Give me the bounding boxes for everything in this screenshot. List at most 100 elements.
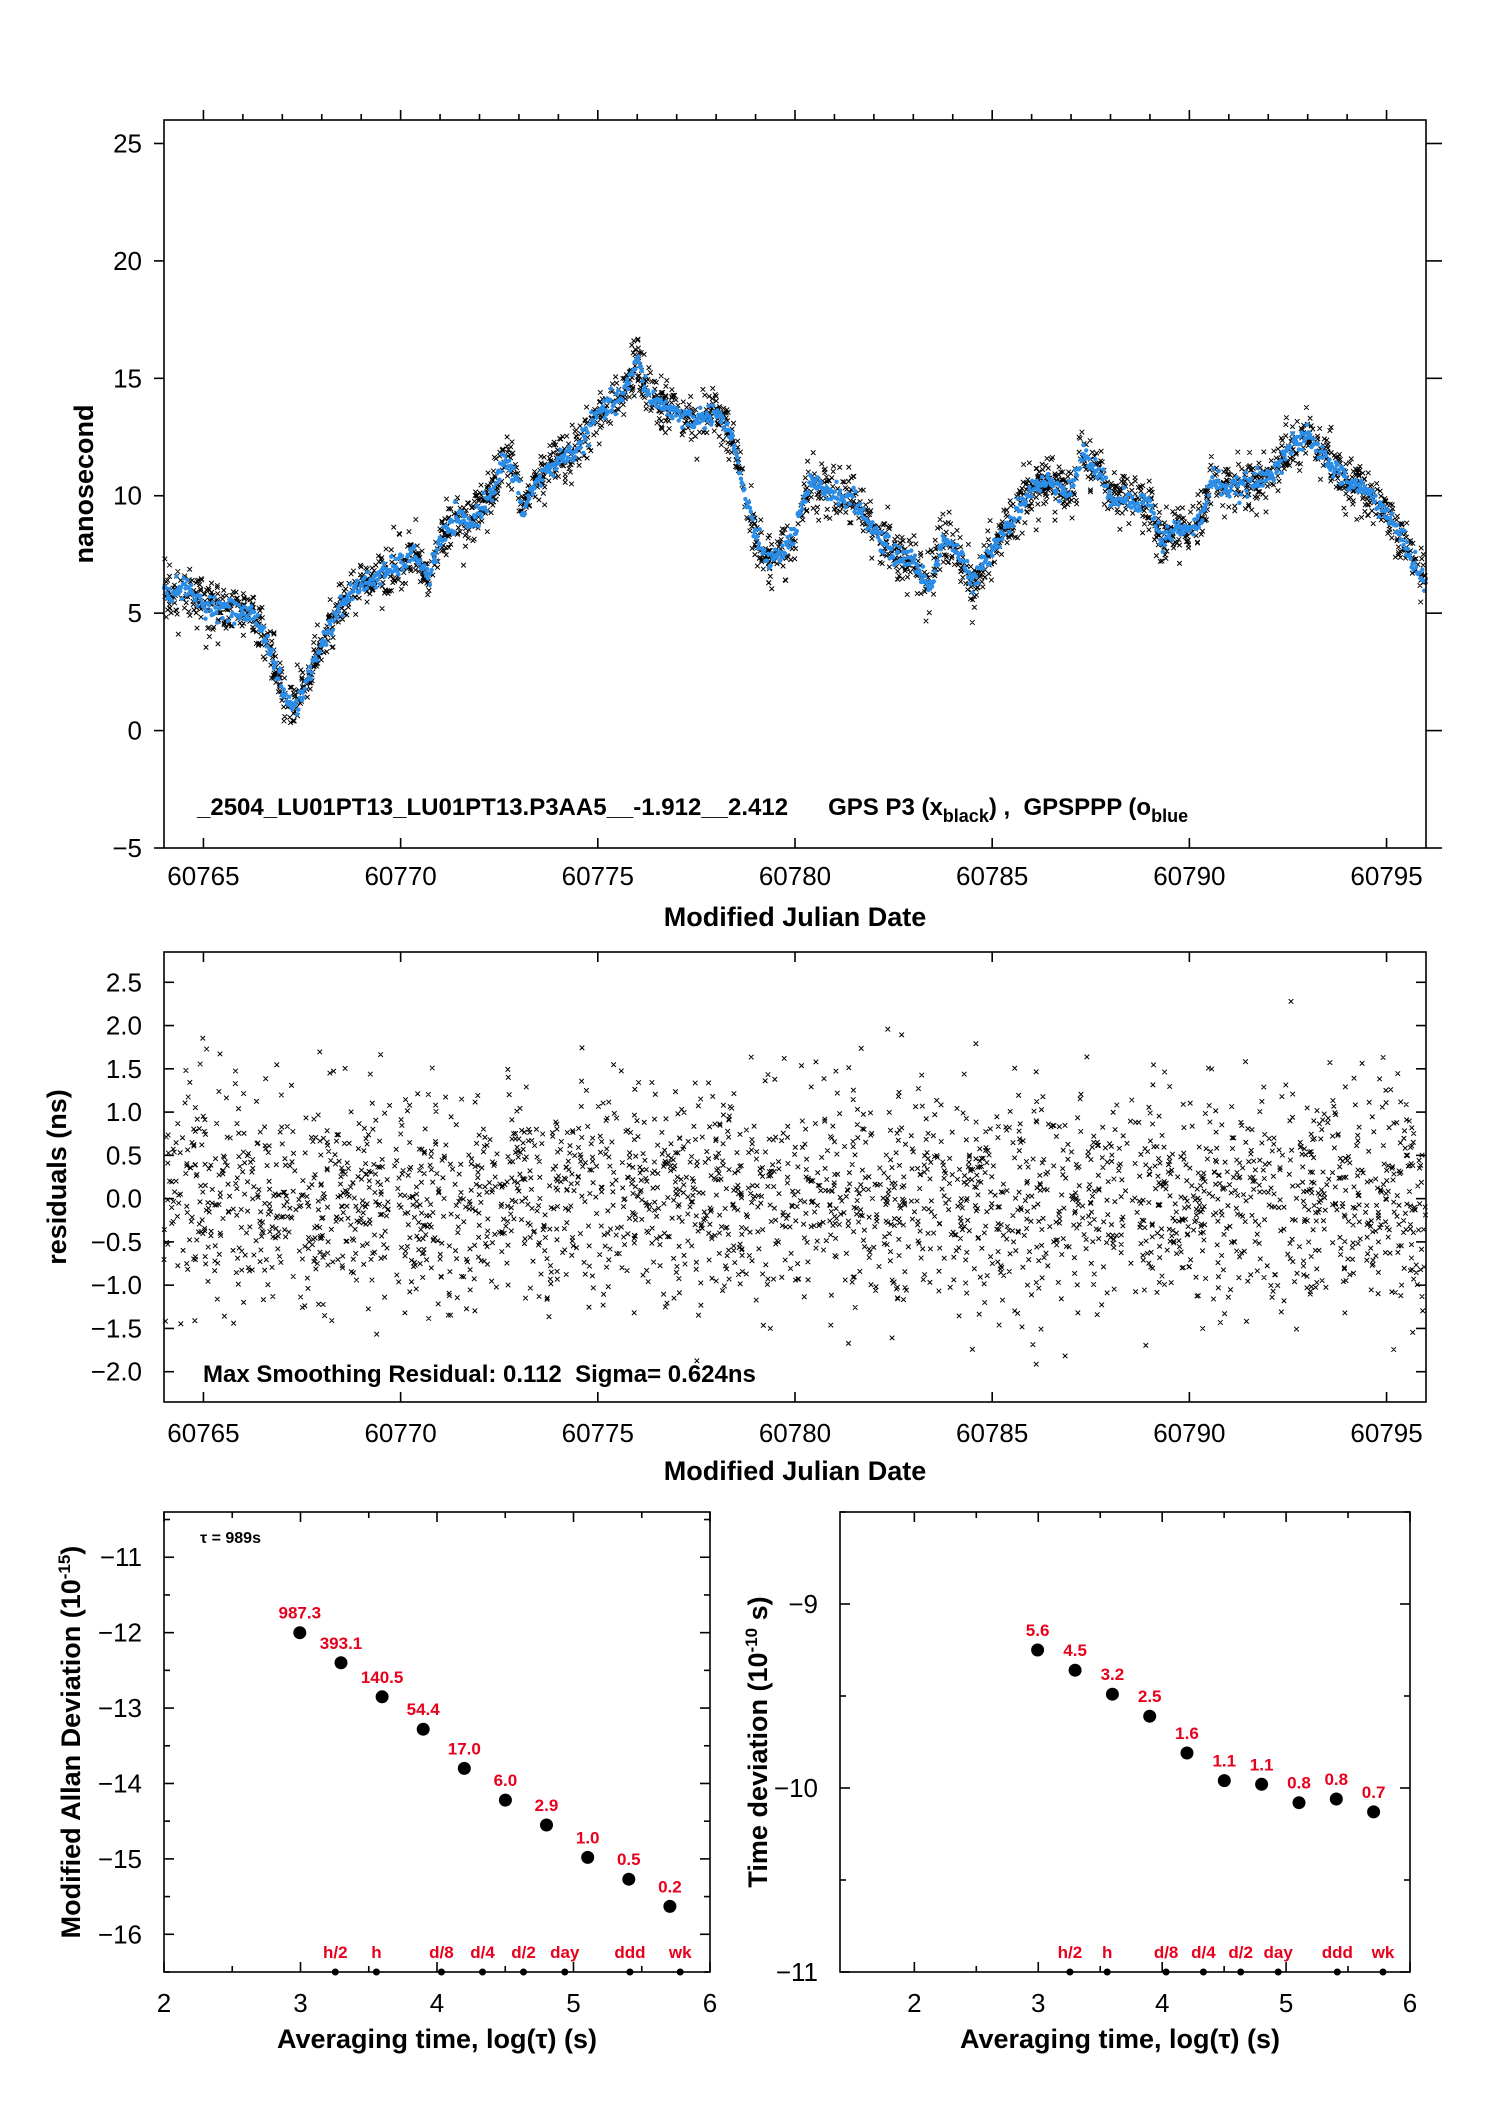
gpsppp-point [237, 616, 242, 621]
gpsppp-point [1100, 477, 1105, 482]
y-tick-label: 0.5 [106, 1140, 142, 1170]
gpsppp-point [273, 660, 278, 665]
gpsppp-point [313, 654, 318, 659]
gpsppp-point [594, 415, 599, 420]
gpsppp-point [317, 649, 323, 654]
x-tick-label: 60795 [1350, 861, 1422, 891]
gpsppp-point [581, 450, 586, 456]
gpsppp-point [1365, 487, 1370, 492]
gpsppp-point [626, 381, 632, 386]
gpsppp-point [1317, 455, 1322, 460]
gpsppp-point [362, 575, 368, 580]
deviation-point [1217, 1774, 1231, 1788]
residuals-annotation: Max Smoothing Residual: 0.112 Sigma= 0.6… [203, 1361, 756, 1388]
interval-marker-label: day [1264, 1943, 1294, 1962]
gpsppp-point [1320, 444, 1325, 449]
gpsppp-point [708, 416, 713, 421]
gpsppp-point [951, 543, 956, 548]
gpsppp-point [1244, 488, 1249, 493]
gpsppp-point [241, 611, 246, 617]
gpsppp-point [1084, 448, 1089, 453]
gpsppp-point [581, 433, 587, 439]
gpsppp-point [1369, 495, 1375, 500]
deviation-value-label: 0.5 [617, 1850, 641, 1869]
gpsppp-point [1204, 499, 1210, 504]
gpsppp-point [1096, 466, 1102, 472]
deviation-point [498, 1793, 512, 1807]
gpsppp-point [281, 687, 287, 692]
gpsppp-point [295, 712, 300, 717]
gpsppp-point [414, 556, 419, 561]
gpsppp-point [586, 443, 591, 448]
gpsppp-point [614, 391, 619, 397]
y-tick-label: 2.0 [106, 1011, 142, 1041]
gpsppp-point [244, 614, 250, 619]
gpsppp-point [1029, 494, 1034, 499]
gpsppp-point [905, 549, 910, 555]
gpsppp-point [1005, 520, 1010, 525]
gpsppp-point [198, 597, 204, 602]
gpsppp-point [1331, 474, 1336, 479]
gpsppp-point [334, 615, 340, 621]
gpsppp-point [482, 505, 488, 510]
gpsppp-point [1252, 471, 1257, 476]
gpsppp-point [756, 541, 762, 546]
gpsppp-point [892, 542, 898, 548]
gpsppp-point [743, 496, 748, 502]
gpsppp-point [646, 392, 652, 397]
gpsppp-point [558, 447, 563, 453]
gpsppp-point [737, 470, 743, 475]
gpsppp-point [754, 534, 760, 539]
interval-marker-label: d/4 [1191, 1943, 1216, 1962]
gpsppp-point [626, 386, 631, 392]
gpsppp-point [525, 499, 530, 505]
gpsppp-point [263, 639, 269, 644]
gpsppp-point [225, 618, 231, 624]
gpsppp-point [412, 544, 417, 549]
gpsppp-point [621, 391, 626, 396]
gpsppp-point [425, 576, 431, 581]
gpsppp-point [842, 500, 847, 505]
deviation-value-label: 1.6 [1175, 1724, 1199, 1743]
gpsppp-point [673, 413, 679, 418]
y-tick-label: −9 [788, 1589, 818, 1619]
deviation-value-label: 6.0 [494, 1771, 518, 1790]
gpsppp-point [702, 426, 708, 431]
gpsppp-point [803, 499, 808, 504]
gpsppp-point [613, 411, 618, 417]
annotation-mid: ) , GPSPPP (o [989, 794, 1151, 821]
deviation-value-label: 2.5 [1138, 1687, 1162, 1706]
gpsppp-point [1279, 470, 1285, 475]
gpsppp-point [753, 527, 758, 532]
x-tick-label: 60770 [364, 861, 436, 891]
x-tick-label: 2 [157, 1988, 171, 2018]
interval-marker-label: ddd [614, 1943, 645, 1962]
gpsppp-point [1376, 514, 1382, 519]
deviation-point [1105, 1687, 1119, 1701]
gpsppp-point [1156, 520, 1161, 525]
gpsppp-point [567, 444, 572, 449]
deviation-value-label: 0.2 [658, 1877, 682, 1896]
gpsppp-point [429, 567, 434, 573]
gpsppp-point [1006, 524, 1011, 529]
gpsppp-point [1103, 475, 1109, 480]
gpsppp-point [1245, 494, 1250, 499]
gpsppp-point [214, 610, 219, 615]
gpsppp-point [1275, 468, 1280, 474]
gpsppp-point [851, 485, 856, 491]
gpsppp-point [852, 509, 857, 514]
gpsppp-point [1208, 479, 1213, 485]
gpsppp-point [917, 568, 922, 573]
gpsppp-point [837, 488, 843, 493]
gpsppp-point [230, 610, 235, 616]
gpsppp-point [835, 496, 840, 501]
gpsppp-point [535, 479, 541, 484]
gpsppp-point [798, 511, 803, 517]
gpsppp-point [734, 452, 739, 457]
interval-marker-label: d/8 [429, 1943, 454, 1962]
gpsppp-point [730, 433, 735, 438]
gpsppp-point [832, 489, 837, 494]
tdev-panel: 5.6 4.5 3.2 2.5 1.6 1.1 1.1 0.8 0.8 0.7 h/2 h d/8 d/4… [742, 1511, 1417, 2054]
gpsppp-point [1054, 488, 1059, 493]
